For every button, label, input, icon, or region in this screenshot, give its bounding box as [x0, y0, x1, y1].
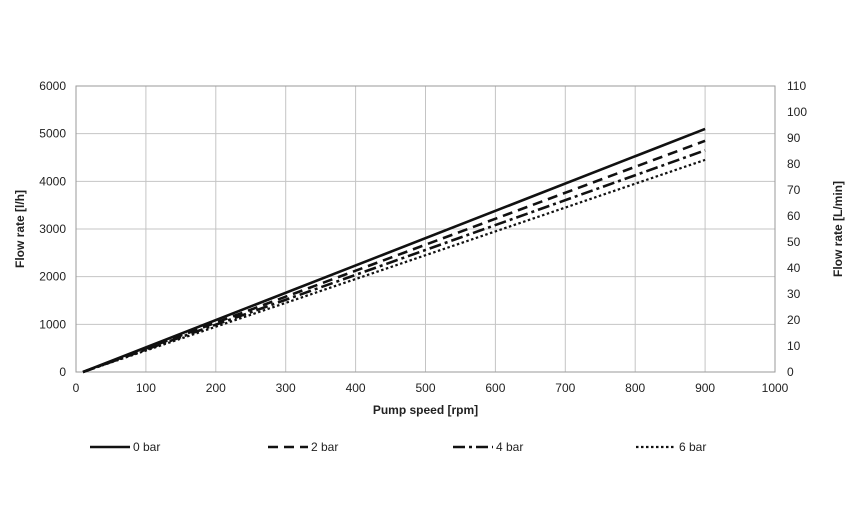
- y-tick-label: 6000: [39, 79, 66, 93]
- x-tick-label: 600: [485, 381, 505, 395]
- x-axis-ticks: 0 100 200 300 400 500 600 700 800 900 1000: [73, 381, 789, 395]
- x-tick-label: 100: [136, 381, 156, 395]
- y2-tick-label: 70: [787, 183, 801, 197]
- y2-tick-label: 30: [787, 287, 801, 301]
- x-tick-label: 0: [73, 381, 80, 395]
- x-tick-label: 400: [346, 381, 366, 395]
- x-tick-label: 500: [415, 381, 435, 395]
- y-tick-label: 4000: [39, 174, 66, 188]
- y2-tick-label: 60: [787, 209, 801, 223]
- x-tick-label: 300: [276, 381, 296, 395]
- y2-axis-title: Flow rate [L/min]: [831, 181, 845, 277]
- y-tick-label: 3000: [39, 222, 66, 236]
- series-line-4-bar: [82, 149, 706, 374]
- series-line-2-bar: [82, 139, 706, 374]
- x-tick-label: 700: [555, 381, 575, 395]
- y2-tick-label: 10: [787, 339, 801, 353]
- y2-tick-label: 90: [787, 131, 801, 145]
- x-tick-label: 1000: [762, 381, 789, 395]
- y-tick-label: 1000: [39, 317, 66, 331]
- y2-tick-label: 40: [787, 261, 801, 275]
- y-tick-label: 2000: [39, 270, 66, 284]
- plot-area-frame: [75, 85, 776, 373]
- y2-tick-label: 80: [787, 157, 801, 171]
- y-tick-label: 5000: [39, 127, 66, 141]
- y2-tick-label: 50: [787, 235, 801, 249]
- x-tick-label: 200: [206, 381, 226, 395]
- grid-lines: [75, 85, 776, 373]
- x-axis-title: Pump speed [rpm]: [373, 403, 478, 417]
- y-axis-ticks: 0 1000 2000 3000 4000 5000 6000: [39, 79, 66, 379]
- series-lines: [82, 127, 706, 374]
- y2-tick-label: 110: [787, 79, 806, 93]
- y-tick-label: 0: [59, 365, 66, 379]
- y2-tick-label: 20: [787, 313, 801, 327]
- y2-tick-label: 100: [787, 105, 807, 119]
- y2-axis-ticks: 0 10 20 30 40 50 60 70 80 90 100 110: [787, 79, 807, 379]
- legend-label: 4 bar: [496, 440, 523, 454]
- series-line-0-bar: [82, 127, 706, 374]
- x-tick-label: 900: [695, 381, 715, 395]
- y2-tick-label: 0: [787, 365, 794, 379]
- x-tick-label: 800: [625, 381, 645, 395]
- legend-label: 2 bar: [311, 440, 338, 454]
- y-axis-title: Flow rate [l/h]: [13, 190, 27, 268]
- legend-label: 6 bar: [679, 440, 706, 454]
- series-line-6-bar: [82, 158, 706, 374]
- legend-label: 0 bar: [133, 440, 160, 454]
- legend: 0 bar 2 bar 4 bar 6 bar: [90, 440, 706, 454]
